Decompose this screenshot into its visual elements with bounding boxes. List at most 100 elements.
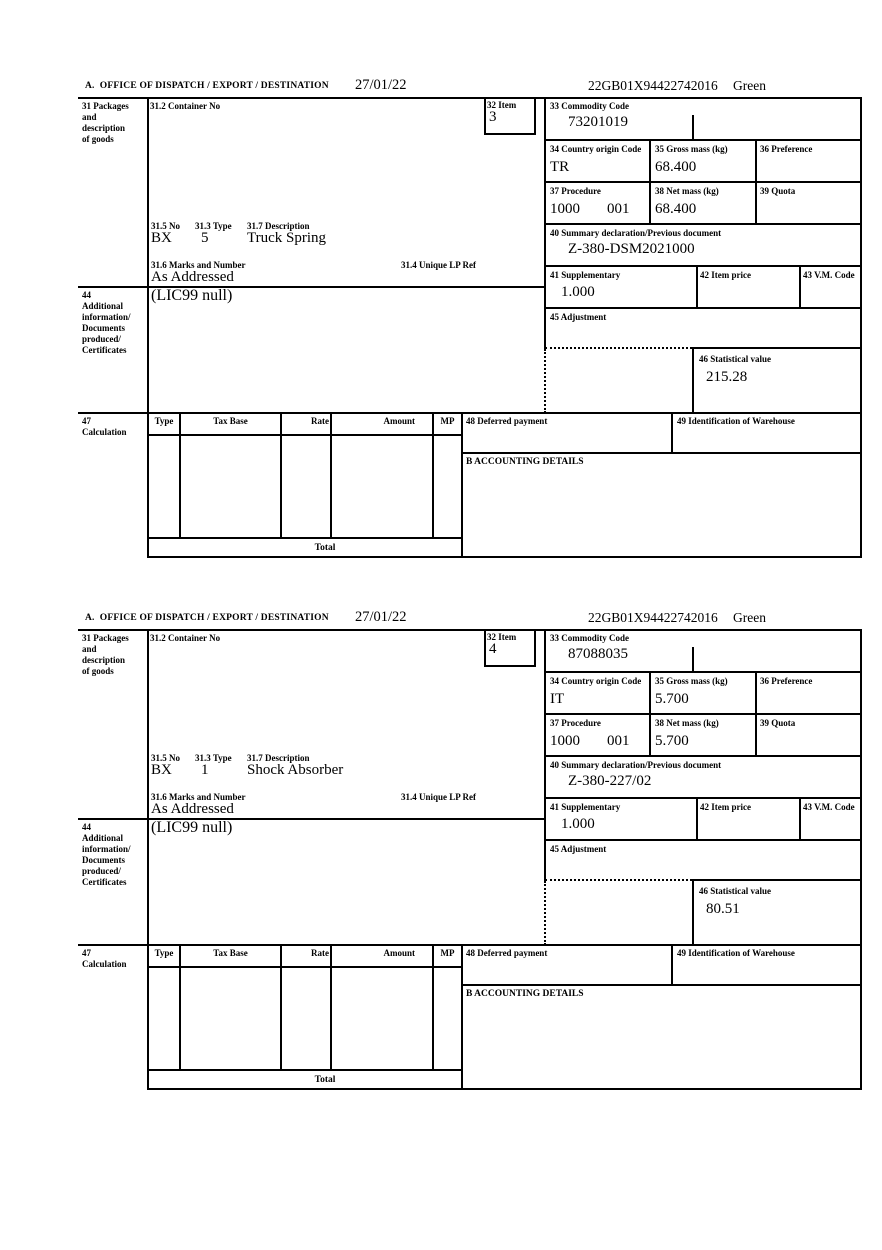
dotted-divider bbox=[545, 879, 692, 881]
box35-gross-mass-label: 35 Gross mass (kg) bbox=[655, 676, 728, 686]
previous-document-value: Z-380-DSM2021000 bbox=[568, 241, 695, 257]
box31-packages-label: 31 Packages and description of goods bbox=[82, 101, 129, 144]
box38-net-mass-label: 38 Net mass (kg) bbox=[655, 186, 719, 196]
item-number-value: 3 bbox=[489, 109, 497, 125]
box45-adjustment-label: 45 Adjustment bbox=[550, 844, 607, 854]
accounting-details-label: B ACCOUNTING DETAILS bbox=[466, 457, 584, 467]
grid-line bbox=[545, 223, 860, 225]
box38-net-mass-label: 38 Net mass (kg) bbox=[655, 718, 719, 728]
grid-line bbox=[545, 671, 860, 673]
gross-mass-value: 5.700 bbox=[655, 691, 689, 707]
box37-procedure-label: 37 Procedure bbox=[550, 186, 601, 196]
grid-line bbox=[799, 265, 801, 309]
calc-header-rate: Rate bbox=[311, 948, 329, 958]
box31-5-no-label: 31.5 No bbox=[151, 753, 180, 763]
net-mass-value: 5.700 bbox=[655, 733, 689, 749]
calc-header-mp: MP bbox=[440, 416, 455, 426]
package-code-value: BX bbox=[151, 762, 172, 778]
dotted-divider bbox=[545, 347, 692, 349]
box31-6-marks-label: 31.6 Marks and Number bbox=[151, 792, 246, 802]
statistical-value: 80.51 bbox=[706, 901, 740, 917]
box34-country-origin-label: 34 Country origin Code bbox=[550, 144, 642, 154]
box34-country-origin-label: 34 Country origin Code bbox=[550, 676, 642, 686]
item-number-value: 4 bbox=[489, 641, 497, 657]
grid-line bbox=[147, 97, 149, 558]
gross-mass-value: 68.400 bbox=[655, 159, 697, 175]
box33-commodity-code-label: 33 Commodity Code bbox=[550, 101, 629, 111]
calc-header-amount: Amount bbox=[383, 416, 415, 426]
grid-line bbox=[860, 97, 862, 558]
calc-header-rate: Rate bbox=[311, 416, 329, 426]
box32-item-label: 32 Item bbox=[487, 100, 517, 110]
grid-line bbox=[696, 265, 698, 309]
grid-line bbox=[78, 629, 862, 631]
box31-5-no-label: 31.5 No bbox=[151, 221, 180, 231]
grid-line bbox=[78, 97, 862, 99]
grid-line bbox=[461, 944, 463, 1090]
box40-previous-document-label: 40 Summary declaration/Previous document bbox=[550, 760, 722, 770]
box31-2-container-label: 31.2 Container No bbox=[150, 101, 221, 111]
calc-header-type: Type bbox=[154, 948, 174, 958]
declaration-item-section-2: A. OFFICE OF DISPATCH / EXPORT / DESTINA… bbox=[78, 609, 864, 1095]
box41-supplementary-label: 41 Supplementary bbox=[550, 270, 621, 280]
grid-line bbox=[78, 818, 545, 820]
package-type-value: 5 bbox=[201, 230, 209, 246]
grid-line bbox=[692, 347, 862, 349]
box47-calculation-label: 47 Calculation bbox=[82, 416, 127, 437]
grid-line bbox=[280, 412, 282, 539]
office-of-dispatch-heading: A. OFFICE OF DISPATCH / EXPORT / DESTINA… bbox=[85, 81, 329, 91]
grid-line bbox=[147, 434, 463, 436]
box33-commodity-code-label: 33 Commodity Code bbox=[550, 633, 629, 643]
calc-header-type: Type bbox=[154, 416, 174, 426]
grid-line bbox=[545, 839, 860, 841]
box32-item-label: 32 Item bbox=[487, 632, 517, 642]
net-mass-value: 68.400 bbox=[655, 201, 697, 217]
grid-line bbox=[692, 879, 694, 946]
dotted-divider bbox=[544, 881, 546, 945]
box47-calculation-label: 47 Calculation bbox=[82, 948, 127, 969]
grid-line bbox=[147, 966, 463, 968]
box43-vm-code-label: 43 V.M. Code bbox=[803, 270, 855, 280]
grid-line bbox=[461, 452, 862, 454]
commodity-code-separator bbox=[692, 647, 694, 673]
box36-preference-label: 36 Preference bbox=[760, 676, 813, 686]
grid-line bbox=[545, 181, 860, 183]
grid-line bbox=[692, 347, 694, 414]
commodity-code-value: 87088035 bbox=[568, 646, 628, 662]
box46-statistical-value-label: 46 Statistical value bbox=[699, 886, 771, 896]
office-of-dispatch-heading: A. OFFICE OF DISPATCH / EXPORT / DESTINA… bbox=[85, 613, 329, 623]
box41-supplementary-label: 41 Supplementary bbox=[550, 802, 621, 812]
routing-status: Green bbox=[733, 78, 766, 93]
declaration-reference-number: 22GB01X94422742016 bbox=[588, 78, 718, 93]
grid-line bbox=[860, 629, 862, 1090]
commodity-code-separator bbox=[692, 115, 694, 141]
grid-line bbox=[545, 307, 860, 309]
commodity-code-value: 73201019 bbox=[568, 114, 628, 130]
grid-line bbox=[432, 944, 434, 1071]
grid-line bbox=[692, 879, 862, 881]
box31-3-type-label: 31.3 Type bbox=[195, 753, 232, 763]
additional-information-value: (LIC99 null) bbox=[151, 819, 233, 836]
declaration-date: 27/01/22 bbox=[355, 609, 407, 625]
box48-deferred-payment-label: 48 Deferred payment bbox=[466, 416, 548, 426]
routing-status: Green bbox=[733, 610, 766, 625]
grid-line bbox=[545, 755, 860, 757]
supplementary-units-value: 1.000 bbox=[561, 816, 595, 832]
grid-line bbox=[432, 412, 434, 539]
additional-information-value: (LIC99 null) bbox=[151, 287, 233, 304]
goods-description-value: Shock Absorber bbox=[247, 762, 344, 778]
country-origin-value: IT bbox=[550, 691, 565, 707]
calc-header-tax-base: Tax Base bbox=[213, 948, 248, 958]
box31-4-unique-lp-ref-label: 31.4 Unique LP Ref bbox=[401, 260, 477, 270]
box42-item-price-label: 42 Item price bbox=[700, 802, 751, 812]
statistical-value: 215.28 bbox=[706, 369, 748, 385]
grid-line bbox=[78, 944, 862, 946]
grid-line bbox=[799, 797, 801, 841]
grid-line bbox=[545, 139, 860, 141]
box40-previous-document-label: 40 Summary declaration/Previous document bbox=[550, 228, 722, 238]
box42-item-price-label: 42 Item price bbox=[700, 270, 751, 280]
box31-7-description-label: 31.7 Description bbox=[247, 221, 310, 231]
box45-adjustment-label: 45 Adjustment bbox=[550, 312, 607, 322]
marks-and-number-value: As Addressed bbox=[151, 801, 234, 817]
